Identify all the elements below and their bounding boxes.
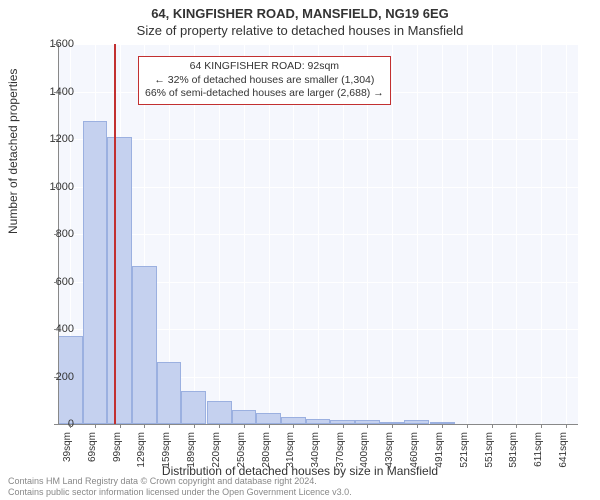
- x-tick-mark: [269, 424, 270, 428]
- y-tick-mark: [54, 139, 58, 140]
- y-tick-mark: [54, 329, 58, 330]
- x-tick-mark: [442, 424, 443, 428]
- gridline-vertical: [541, 44, 542, 424]
- x-tick-mark: [343, 424, 344, 428]
- x-tick-mark: [120, 424, 121, 428]
- x-tick-mark: [219, 424, 220, 428]
- x-tick-mark: [169, 424, 170, 428]
- y-tick-mark: [54, 424, 58, 425]
- footer-line-2: Contains public sector information licen…: [8, 487, 352, 498]
- x-tick-mark: [95, 424, 96, 428]
- x-tick-mark: [194, 424, 195, 428]
- x-tick-mark: [566, 424, 567, 428]
- gridline-vertical: [516, 44, 517, 424]
- x-tick-mark: [492, 424, 493, 428]
- x-tick-mark: [392, 424, 393, 428]
- x-tick-mark: [541, 424, 542, 428]
- annotation-line-1: 64 KINGFISHER ROAD: 92sqm: [145, 60, 384, 74]
- annotation-line-2: ← 32% of detached houses are smaller (1,…: [145, 74, 384, 88]
- x-tick-mark: [318, 424, 319, 428]
- histogram-bar: [207, 401, 232, 424]
- x-tick-mark: [467, 424, 468, 428]
- x-tick-mark: [70, 424, 71, 428]
- histogram-bar: [83, 121, 108, 424]
- footer-attribution: Contains HM Land Registry data © Crown c…: [8, 476, 352, 498]
- gridline-vertical: [467, 44, 468, 424]
- y-tick-mark: [54, 44, 58, 45]
- chart-area: 64 KINGFISHER ROAD: 92sqm ← 32% of detac…: [58, 44, 578, 424]
- y-tick-mark: [54, 92, 58, 93]
- y-tick-mark: [54, 282, 58, 283]
- x-tick-mark: [367, 424, 368, 428]
- footer-line-1: Contains HM Land Registry data © Crown c…: [8, 476, 352, 487]
- x-tick-mark: [516, 424, 517, 428]
- annotation-box: 64 KINGFISHER ROAD: 92sqm ← 32% of detac…: [138, 56, 391, 105]
- chart-title-address: 64, KINGFISHER ROAD, MANSFIELD, NG19 6EG: [0, 0, 600, 21]
- gridline-vertical: [566, 44, 567, 424]
- y-axis-label: Number of detached properties: [6, 69, 20, 234]
- x-tick-mark: [293, 424, 294, 428]
- histogram-bar: [181, 391, 206, 424]
- y-tick-mark: [54, 234, 58, 235]
- property-marker-line: [114, 44, 116, 424]
- x-tick-mark: [144, 424, 145, 428]
- gridline-vertical: [417, 44, 418, 424]
- y-tick-mark: [54, 187, 58, 188]
- gridline-vertical: [392, 44, 393, 424]
- x-tick-mark: [244, 424, 245, 428]
- gridline-vertical: [442, 44, 443, 424]
- histogram-bar: [232, 410, 257, 424]
- chart-title-subtitle: Size of property relative to detached ho…: [0, 21, 600, 42]
- histogram-bar: [157, 362, 182, 424]
- x-tick-mark: [417, 424, 418, 428]
- histogram-bar: [256, 413, 281, 424]
- histogram-bar: [281, 417, 306, 424]
- annotation-line-3: 66% of semi-detached houses are larger (…: [145, 87, 384, 101]
- histogram-bar: [132, 266, 157, 424]
- gridline-vertical: [492, 44, 493, 424]
- y-tick-mark: [54, 377, 58, 378]
- histogram-bar: [107, 137, 132, 424]
